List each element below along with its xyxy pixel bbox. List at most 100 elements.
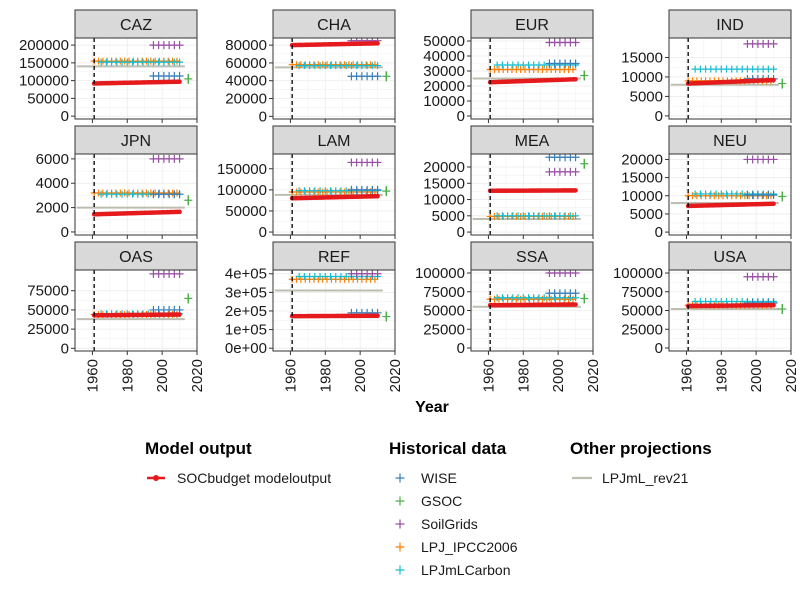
x-tick-label: 1980 [317,359,334,392]
y-tick-label: 75000 [621,284,663,301]
x-tick-label: 2000 [154,359,171,392]
model-point [177,210,182,215]
legend-label: LPJ_IPCC2006 [421,539,518,555]
legend-label: SOCbudget modeloutput [177,470,331,486]
y-tick-label: 100000 [613,265,663,282]
legend-key [396,520,405,529]
y-tick-label: 6000 [36,151,69,168]
model-point [771,78,776,83]
panel-title: CHA [317,17,351,34]
x-tick-label: 2000 [352,359,369,392]
y-tick-label: 0 [457,224,465,241]
panel-title: CAZ [120,17,152,34]
panel-title: MEA [515,133,550,150]
y-tick-label: 15000 [621,49,663,66]
legend-key-plus [396,474,405,483]
legend-key-plus [396,566,405,575]
legend-label: SoilGrids [421,516,478,532]
y-tick-label: 150000 [19,55,69,72]
y-tick-label: 3e+05 [225,284,267,301]
y-tick-label: 0 [259,108,267,125]
x-axis [488,119,593,123]
x-axis [290,119,395,123]
legend-label: LPJmLCarbon [421,562,511,578]
model-point [375,314,380,319]
legend-key [396,566,405,575]
y-tick-label: 5000 [630,206,663,223]
y-tick-label: 50000 [27,302,69,319]
y-tick-label: 50000 [423,33,465,50]
legend: Model output SOCbudget modeloutput Histori… [145,439,712,578]
legend-key-plus [396,543,405,552]
y-tick-label: 0 [61,224,69,241]
y-tick-label: 25000 [621,321,663,338]
y-tick-label: 40000 [423,48,465,65]
x-axis [686,235,791,239]
legend-group: Model output SOCbudget modeloutput [145,439,331,486]
legend-key [396,497,405,506]
series-socbudget-modeloutput [686,303,776,308]
y-tick-label: 40000 [225,73,267,90]
y-tick-label: 20000 [225,91,267,108]
y-tick-label: 10000 [423,192,465,209]
series-socbudget-modeloutput [488,302,578,307]
y-tick-label: 0 [457,340,465,357]
x-tick-label: 2000 [550,359,567,392]
legend-key-plus [396,497,405,506]
y-tick-label: 4000 [36,175,69,192]
y-tick-label: 0 [457,108,465,125]
panel-title: OAS [119,249,153,266]
y-tick-label: 50000 [423,303,465,320]
y-tick-label: 10000 [621,188,663,205]
y-tick-label: 100000 [217,182,267,199]
y-tick-label: 50000 [621,303,663,320]
y-tick-label: 50000 [27,90,69,107]
x-axis-title: Year [415,399,449,416]
legend-group-title: Historical data [389,439,507,458]
legend-group-title: Other projections [570,439,712,458]
panel-title: USA [714,249,747,266]
y-tick-label: 100000 [415,265,465,282]
y-tick-label: 10000 [621,69,663,86]
model-point [375,194,380,199]
x-tick-label: 1960 [678,359,695,392]
y-tick-label: 20000 [621,151,663,168]
legend-key-plus [396,520,405,529]
panel-background [273,38,395,119]
x-tick-label: 1980 [713,359,730,392]
series-socbudget-modeloutput [488,188,578,193]
x-tick-label: 1980 [515,359,532,392]
legend-group-title: Model output [145,439,252,458]
x-tick-label: 1980 [119,359,136,392]
y-tick-label: 0 [655,224,663,241]
y-tick-label: 80000 [225,37,267,54]
y-tick-label: 0 [259,224,267,241]
x-axis [488,235,593,239]
panel-title: SSA [516,249,548,266]
x-tick-label: 2020 [783,359,800,392]
model-point [771,201,776,206]
model-point [771,303,776,308]
y-tick-label: 2e+05 [225,303,267,320]
y-tick-label: 15000 [423,175,465,192]
y-tick-label: 20000 [423,159,465,176]
panel-background [471,154,593,235]
